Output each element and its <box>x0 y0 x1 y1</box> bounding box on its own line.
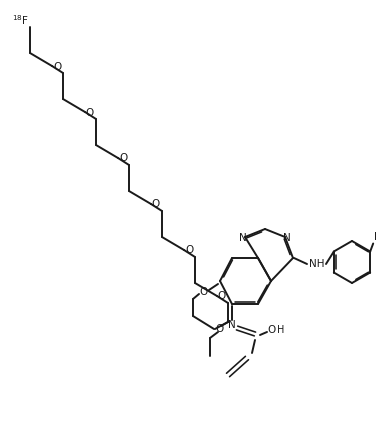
Text: O: O <box>268 325 276 335</box>
Text: O: O <box>185 245 193 255</box>
Text: I: I <box>374 233 377 243</box>
Text: N: N <box>239 233 247 243</box>
Text: O: O <box>53 62 61 72</box>
Text: O: O <box>119 153 127 163</box>
Text: O: O <box>200 287 208 297</box>
Text: N: N <box>228 320 236 330</box>
Text: N: N <box>283 233 291 243</box>
Text: O: O <box>86 108 94 118</box>
Text: NH: NH <box>309 259 325 269</box>
Text: O: O <box>152 199 160 209</box>
Text: O: O <box>215 324 223 334</box>
Text: H: H <box>277 325 285 335</box>
Text: O: O <box>218 291 226 301</box>
Text: $^{18}$F: $^{18}$F <box>12 13 29 27</box>
